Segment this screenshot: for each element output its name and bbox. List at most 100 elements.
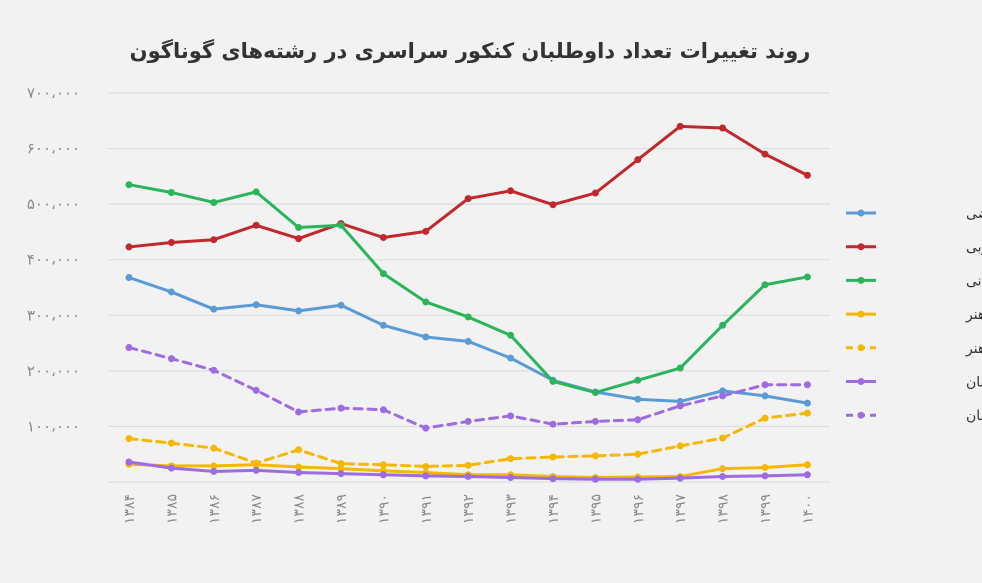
series-group	[125, 409, 811, 470]
x-tick-label: ۱۳۸۸	[292, 494, 308, 525]
data-point	[719, 472, 727, 480]
x-tick-label: ۱۳۹۱	[419, 494, 435, 524]
data-point	[761, 381, 769, 389]
data-point	[167, 238, 175, 246]
data-point	[464, 337, 472, 345]
series-line	[127, 183, 809, 395]
series-group	[125, 273, 811, 407]
data-point	[803, 273, 811, 281]
data-point	[422, 424, 430, 432]
series-line	[127, 124, 809, 249]
x-tick-label: ۱۳۸۶	[207, 494, 223, 524]
x-tick-label: ۱۳۹۸	[716, 494, 732, 525]
data-point	[210, 444, 218, 452]
legend-label: انسانی	[966, 273, 982, 289]
legend-item: علاقه‌مند هنر	[846, 341, 982, 357]
data-point	[676, 442, 684, 450]
data-point	[464, 461, 472, 469]
x-tick-label: ۱۴۰۰	[800, 494, 816, 524]
data-point	[507, 354, 515, 362]
data-point	[210, 462, 218, 470]
x-tick-label: ۱۳۹۵	[588, 494, 604, 524]
data-point	[210, 236, 218, 244]
y-axis-ticks: ۱۰۰،۰۰۰ ۲۰۰،۰۰۰ ۳۰۰،۰۰۰ ۴۰۰،۰۰۰ ۵۰۰،۰۰۰ ۶۰۰،۰…	[27, 84, 80, 435]
data-point	[167, 188, 175, 196]
data-point	[719, 321, 727, 329]
legend-label: علاقه‌مند هنر	[965, 341, 982, 357]
data-point	[719, 387, 727, 395]
data-point	[761, 281, 769, 289]
data-point	[125, 243, 133, 251]
data-point	[295, 469, 303, 477]
legend-marker	[857, 411, 865, 419]
data-point	[422, 462, 430, 470]
data-point	[379, 321, 387, 329]
data-point	[676, 474, 684, 482]
data-point	[549, 377, 557, 385]
legend: ریاضی تجربی انسانی هنر علاقه‌مند هنر زبان علاق…	[846, 206, 982, 424]
data-point	[803, 381, 811, 389]
data-point	[464, 472, 472, 480]
legend-item: زبان	[846, 375, 982, 391]
data-point	[507, 412, 515, 420]
data-point	[591, 417, 599, 425]
x-tick-label: ۱۳۸۴	[122, 494, 138, 524]
y-tick-label: ۴۰۰،۰۰۰	[27, 251, 80, 269]
data-point	[591, 452, 599, 460]
x-tick-label: ۱۳۹۳	[504, 494, 520, 525]
legend-label: هنر	[965, 307, 982, 323]
data-point	[125, 435, 133, 443]
data-point	[295, 307, 303, 315]
data-point	[337, 221, 345, 229]
legend-item: علاقه‌مند زبان	[846, 408, 982, 424]
data-point	[676, 122, 684, 130]
data-point	[634, 156, 642, 164]
data-point	[422, 472, 430, 480]
y-tick-label: ۷۰۰،۰۰۰	[27, 84, 80, 102]
series-group	[125, 181, 811, 397]
series-line	[127, 346, 809, 430]
data-point	[761, 472, 769, 480]
x-tick-label: ۱۳۸۷	[249, 494, 265, 525]
data-point	[719, 434, 727, 442]
y-tick-label: ۱۰۰،۰۰۰	[27, 417, 80, 435]
x-tick-label: ۱۳۸۵	[164, 494, 180, 524]
data-point	[761, 414, 769, 422]
data-point	[337, 301, 345, 309]
data-point	[549, 453, 557, 461]
legend-item: هنر	[846, 307, 982, 323]
data-point	[379, 461, 387, 469]
data-point	[125, 458, 133, 466]
series-group	[125, 344, 811, 432]
data-point	[295, 446, 303, 454]
y-tick-label: ۲۰۰،۰۰۰	[27, 362, 80, 380]
legend-marker	[857, 276, 865, 284]
data-point	[507, 187, 515, 195]
legend-marker	[857, 209, 865, 217]
legend-label: تجربی	[966, 240, 982, 256]
data-point	[252, 386, 260, 394]
data-point	[464, 195, 472, 203]
data-point	[507, 474, 515, 482]
x-tick-label: ۱۳۹۴	[546, 494, 562, 524]
data-point	[591, 189, 599, 197]
legend-item: ریاضی	[846, 206, 982, 222]
data-point	[803, 409, 811, 417]
legend-label: علاقه‌مند زبان	[966, 408, 982, 424]
data-point	[125, 344, 133, 352]
data-point	[210, 366, 218, 374]
data-point	[507, 455, 515, 463]
data-point	[337, 465, 345, 473]
x-tick-label: ۱۳۹۹	[758, 494, 774, 524]
x-axis-ticks: ۱۳۸۴ ۱۳۸۵ ۱۳۸۶ ۱۳۸۷ ۱۳۸۸ ۱۳۸۹ ۱۳۹۰ ۱۳۹۱ ۱۳۹۲ ۱۳۹۳…	[122, 494, 816, 525]
series-lines	[125, 122, 811, 483]
series-group	[125, 122, 811, 251]
data-point	[591, 389, 599, 397]
data-point	[464, 417, 472, 425]
data-point	[295, 235, 303, 243]
data-point	[507, 331, 515, 339]
data-point	[295, 463, 303, 471]
data-point	[803, 171, 811, 179]
legend-item: تجربی	[846, 240, 982, 256]
